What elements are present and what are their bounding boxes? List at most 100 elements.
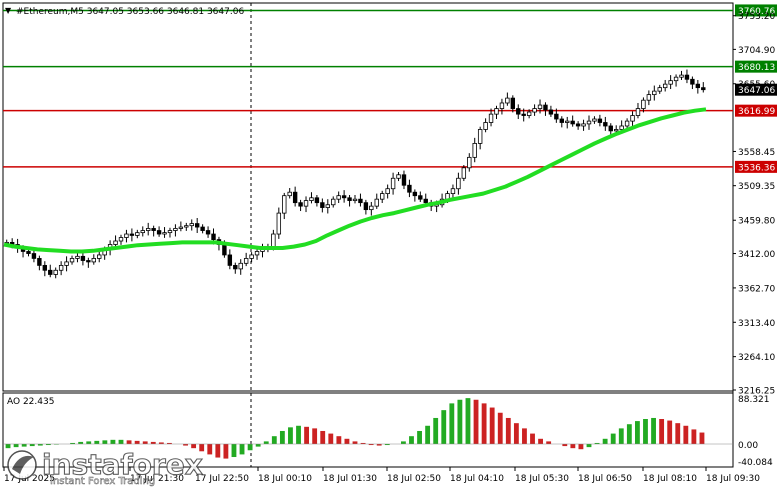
- ao-panel-frame: [2, 392, 734, 468]
- candle-body-125: [684, 74, 690, 80]
- price-tick-label-2: 3704.90: [738, 46, 775, 56]
- candle-body-4: [26, 251, 31, 254]
- time-tick-label-9: 18 Jul 08:10: [643, 474, 697, 484]
- price-tick-label-15: 3216.25: [738, 387, 775, 397]
- level-label-2: 3616.99: [738, 107, 775, 117]
- ao-tick-zero: 0.00: [738, 441, 758, 451]
- candle-body-40: [222, 244, 227, 256]
- time-tick-label-4: 18 Jul 01:30: [323, 474, 377, 484]
- candle-body-106: [581, 123, 586, 127]
- price-tick-label-9: 3509.35: [738, 182, 775, 192]
- candle-body-110: [603, 122, 608, 127]
- candle-body-15: [86, 260, 91, 263]
- candle-body-42: [233, 264, 238, 270]
- candle-body-27: [151, 228, 156, 231]
- candle-body-95: [521, 113, 526, 116]
- candle-body-63: [347, 197, 352, 201]
- candle-body-118: [646, 94, 652, 101]
- candle-body-126: [690, 78, 695, 85]
- candle-body-51: [282, 195, 287, 214]
- level-tag-2: [735, 104, 777, 117]
- candle-body-115: [630, 115, 635, 122]
- candle-body-92: [505, 97, 510, 104]
- candle-body-122: [668, 80, 673, 85]
- candle-body-105: [575, 123, 581, 127]
- candle-body-84: [461, 167, 467, 179]
- time-tick-label-1: 17 Jul 21:30: [130, 474, 184, 484]
- candle-body-37: [205, 230, 211, 235]
- candle-body-64: [352, 198, 358, 201]
- candle-body-86: [472, 143, 477, 158]
- ao-tick-top: 88.321: [738, 395, 770, 405]
- instaforex-logo: instaforex Instant Forex Trading: [7, 447, 203, 487]
- candle-body-93: [510, 97, 516, 109]
- candle-body-36: [200, 226, 205, 231]
- candle-body-124: [679, 74, 684, 78]
- candle-body-58: [320, 202, 325, 208]
- candle-body-120: [657, 87, 662, 92]
- candle-body-98: [537, 104, 543, 109]
- time-tick-label-5: 18 Jul 02:50: [387, 474, 441, 484]
- candle-body-87: [477, 129, 483, 144]
- candle-body-59: [325, 204, 330, 208]
- candle-body-88: [483, 122, 488, 130]
- price-axis-labels: 3753.203704.903655.603558.453509.353459.…: [733, 12, 777, 397]
- candle-body-76: [418, 195, 423, 200]
- candle-body-56: [309, 197, 314, 201]
- levels-layer: 3760.76 3680.13 3616.99 3536.36: [3, 4, 777, 173]
- candle-body-13: [75, 255, 80, 259]
- candle-body-23: [129, 233, 135, 236]
- candle-body-46: [254, 251, 260, 256]
- moving-average-line: [3, 107, 707, 254]
- candle-body-71: [390, 177, 396, 190]
- candle-body-53: [292, 191, 298, 204]
- time-axis-labels: 17 Jul 2025 17 Jul 21:30 17 Jul 22:50 18 Ju…: [3, 467, 760, 484]
- candle-body-73: [401, 174, 407, 186]
- candle-body-90: [494, 108, 499, 115]
- candle-body-100: [548, 109, 554, 115]
- time-tick-label-0: 17 Jul 2025: [4, 474, 55, 484]
- candle-body-127: [695, 83, 701, 89]
- candle-body-50: [276, 212, 282, 235]
- time-tick-label-8: 18 Jul 06:50: [578, 474, 632, 484]
- candle-body-14: [80, 255, 86, 261]
- candle-body-103: [565, 120, 570, 123]
- level-label-3: 3536.36: [738, 163, 775, 173]
- time-tick-label-6: 18 Jul 04:10: [450, 474, 504, 484]
- candle-body-109: [597, 118, 603, 123]
- level-tag-1: [735, 60, 777, 73]
- candle-body-107: [586, 120, 592, 125]
- candle-body-45: [249, 254, 254, 259]
- candle-body-25: [140, 230, 145, 234]
- candle-body-123: [673, 76, 679, 82]
- price-tick-label-12: 3362.70: [738, 284, 775, 294]
- candle-body-52: [287, 191, 292, 197]
- candle-body-66: [363, 202, 369, 211]
- candle-body-26: [146, 228, 151, 231]
- candle-body-8: [48, 269, 53, 275]
- candle-body-117: [641, 99, 646, 109]
- level-tag-0: [735, 4, 777, 17]
- candle-body-44: [243, 258, 249, 264]
- candle-body-16: [91, 258, 96, 263]
- time-tick-label-10: 18 Jul 09:30: [706, 474, 760, 484]
- ao-label: AO 22.435: [7, 397, 54, 407]
- candle-body-38: [211, 233, 216, 241]
- candle-body-128: [701, 87, 706, 91]
- candle-body-7: [42, 264, 48, 271]
- candle-body-99: [543, 104, 548, 111]
- main-panel-frame: [2, 2, 734, 392]
- time-tick-label-2: 17 Jul 22:50: [195, 474, 249, 484]
- candle-body-77: [423, 198, 428, 204]
- candle-body-10: [58, 264, 64, 271]
- candle-body-68: [374, 198, 379, 207]
- level-label-1: 3680.13: [738, 63, 775, 73]
- candle-body-119: [652, 90, 657, 96]
- candle-body-29: [162, 232, 167, 235]
- chart-header: #Ethereum,M5 3647.05 3653.66 3646.81 364…: [16, 7, 244, 17]
- current-price-label: 3647.06: [738, 86, 775, 96]
- candle-body-116: [635, 108, 641, 116]
- candle-body-5: [31, 253, 37, 259]
- logo-swoosh-icon: [12, 455, 34, 474]
